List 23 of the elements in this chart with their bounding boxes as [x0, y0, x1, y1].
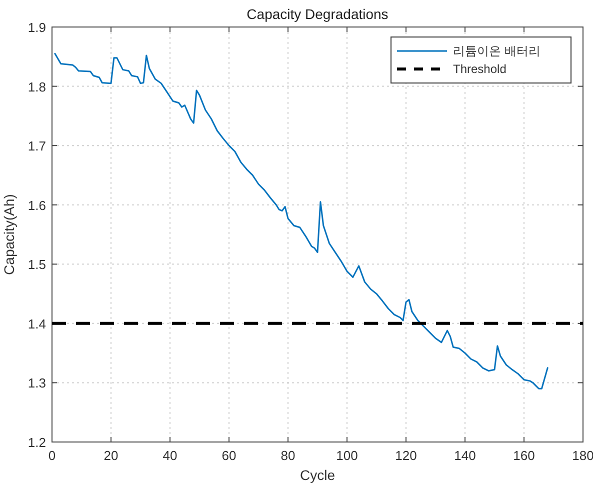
x-tick-label: 40 — [162, 448, 178, 463]
y-tick-label: 1.9 — [28, 20, 46, 35]
y-tick-label: 1.3 — [28, 376, 46, 391]
x-tick-label: 0 — [48, 448, 56, 463]
y-tick-label: 1.8 — [28, 79, 46, 94]
legend-label: 리튬이온 배터리 — [453, 44, 540, 58]
y-tick-label: 1.4 — [28, 316, 46, 332]
x-tick-label: 60 — [222, 448, 236, 463]
x-tick-label: 80 — [280, 448, 296, 463]
y-tick-label: 1.5 — [28, 257, 46, 272]
x-tick-label: 160 — [513, 448, 535, 463]
x-tick-label: 140 — [454, 448, 476, 463]
x-tick-label: 180 — [572, 448, 593, 463]
x-tick-label: 20 — [104, 448, 118, 463]
x-tick-label: 120 — [395, 448, 417, 463]
y-axis-title: Capacity(Ah) — [1, 194, 17, 275]
chart-title: Capacity Degradations — [246, 6, 388, 22]
x-axis-title: Cycle — [300, 467, 336, 483]
y-tick-label: 1.6 — [28, 198, 46, 213]
x-tick-label: 100 — [336, 448, 358, 463]
legend-label: Threshold — [453, 62, 506, 76]
y-tick-label: 1.2 — [28, 435, 46, 450]
y-tick-label: 1.7 — [28, 138, 46, 154]
